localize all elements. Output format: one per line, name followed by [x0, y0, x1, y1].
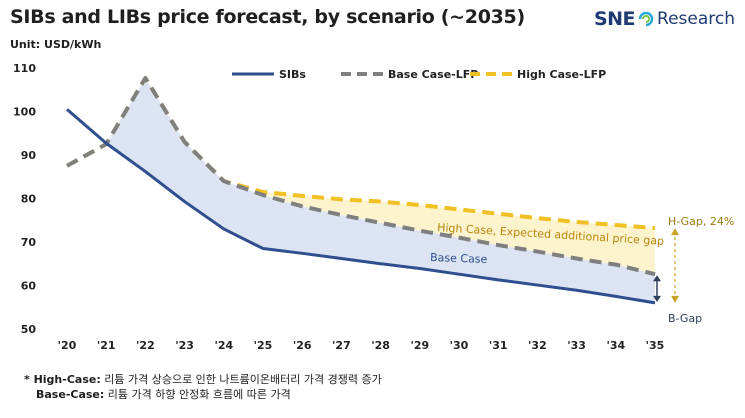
x-tick-label: '33 [567, 339, 586, 352]
footnote-base-case-text: 리튬 가격 하향 안정화 흐름에 따른 가격 [107, 388, 291, 401]
x-tick-label: '26 [293, 339, 312, 352]
x-tick-label: '35 [646, 339, 665, 352]
footnote: * High-Case: 리튬 가격 상승으로 인한 나트륨이온배터리 가격 경… [24, 372, 382, 402]
brand-swirl-icon [638, 11, 654, 27]
brand-logo: SNE Research [594, 8, 735, 30]
b-gap-arrow-head-down [653, 295, 661, 302]
page-title: SIBs and LIBs price forecast, by scenari… [10, 6, 525, 28]
brand-research-text: Research [657, 9, 735, 29]
price-forecast-chart: 50 60 70 80 90 100 110 '20 '21 '22 '23 '24 '25 '26 '2… [13, 62, 734, 352]
x-tick-label: '30 [450, 339, 469, 352]
series-line-sibs [66, 108, 656, 305]
x-tick-label: '20 [58, 339, 77, 352]
y-tick-label: 70 [21, 236, 37, 249]
b-gap-arrow-head-up [653, 275, 661, 282]
brand-sne-text: SNE [593, 8, 636, 30]
unit-label: Unit: USD/kWh [10, 38, 102, 51]
legend-base-case-lfp-label: Base Case-LFP [388, 68, 478, 81]
x-tick-label: '27 [332, 339, 351, 352]
x-tick-label: '34 [606, 339, 625, 352]
footnote-high-case-text: 리튬 가격 상승으로 인한 나트륨이온배터리 가격 경쟁력 증가 [104, 373, 382, 386]
x-tick-label: '32 [528, 339, 547, 352]
h-gap-arrow-head-up [671, 228, 679, 236]
y-tick-label: 50 [21, 323, 37, 336]
b-gap-label: B-Gap [668, 312, 702, 325]
legend-high-case-lfp-label: High Case-LFP [517, 68, 606, 81]
x-tick-label: '28 [371, 339, 390, 352]
y-tick-label: 90 [21, 149, 37, 162]
legend-sibs-label: SIBs [279, 68, 306, 81]
footnote-base-case-key: Base-Case: [36, 388, 105, 401]
y-tick-label: 100 [13, 106, 36, 119]
x-tick-label: '22 [136, 339, 155, 352]
x-tick-label: '29 [410, 339, 429, 352]
x-tick-label: '25 [254, 339, 273, 352]
h-gap-label: H-Gap, 24% [668, 215, 734, 228]
y-tick-label: 60 [21, 280, 37, 293]
h-gap-arrow-head-down [671, 295, 679, 303]
footnote-high-case-key: * High-Case: [24, 373, 101, 386]
x-tick-label: '24 [214, 339, 233, 352]
base-gap-fill-area [106, 78, 655, 303]
series-line-base-case-lfp [66, 76, 656, 277]
y-tick-label: 110 [13, 62, 36, 75]
x-tick-label: '23 [175, 339, 194, 352]
annotation-base-case: Base Case [430, 251, 488, 266]
x-tick-label: '31 [489, 339, 508, 352]
x-tick-label: '21 [97, 339, 116, 352]
y-tick-label: 80 [21, 193, 37, 206]
